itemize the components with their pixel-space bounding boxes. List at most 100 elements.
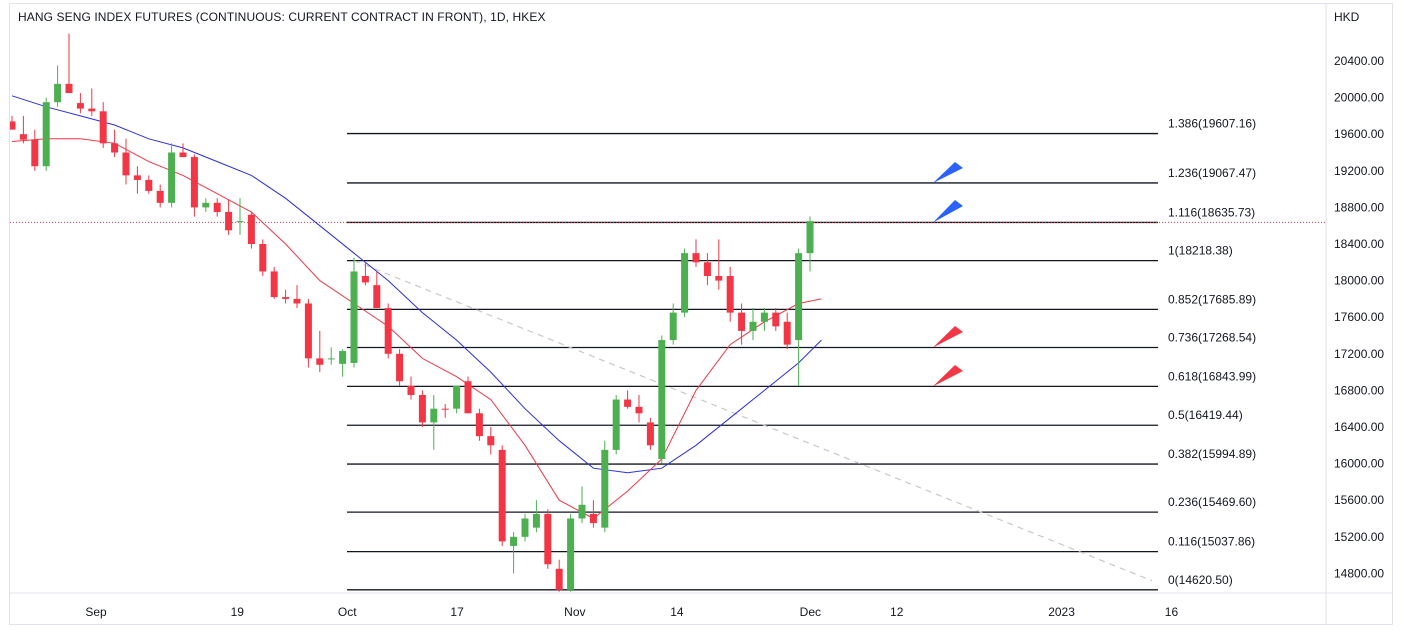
y-tick-label: 16800.00 — [1334, 383, 1384, 397]
candle — [373, 271, 381, 309]
candle — [202, 198, 210, 212]
candle — [783, 312, 791, 350]
candle-body — [156, 190, 164, 203]
candle — [453, 385, 461, 414]
fib-level-label: 1(18218.38) — [1168, 244, 1233, 258]
candle — [384, 303, 392, 359]
trend-line — [353, 260, 1153, 582]
candle — [795, 248, 803, 386]
candle-body — [350, 271, 358, 363]
candle-body — [145, 179, 153, 191]
y-tick-label: 18000.00 — [1334, 274, 1384, 288]
candle-body — [225, 211, 233, 231]
candle-body — [521, 518, 529, 537]
candle — [54, 65, 62, 107]
candle — [635, 394, 643, 423]
candle-body — [88, 108, 96, 112]
x-tick-label: Oct — [338, 605, 357, 619]
price-label-17268[interactable]: 17268.22 — [956, 314, 1016, 330]
fib-level-label: 0.382(15994.89) — [1168, 447, 1256, 461]
candle — [726, 266, 734, 322]
x-tick-label: Nov — [564, 605, 585, 619]
candle-body — [282, 297, 290, 299]
y-tick-label: 20400.00 — [1334, 54, 1384, 68]
candle — [42, 97, 50, 171]
x-tick-label: 14 — [670, 605, 684, 619]
candle — [567, 513, 575, 592]
fib-level-label: 0.236(15469.60) — [1168, 495, 1256, 509]
candle — [464, 376, 472, 414]
candle-body — [726, 276, 734, 313]
candle-body — [510, 536, 518, 546]
candle-body — [453, 385, 461, 409]
candle — [396, 349, 404, 386]
candle — [441, 404, 449, 418]
price-label-pointer — [933, 365, 963, 387]
candle-body — [179, 152, 187, 158]
candle — [156, 184, 164, 208]
candle — [31, 129, 39, 171]
candle — [578, 486, 586, 524]
x-tick-label: 17 — [450, 605, 464, 619]
plot-area — [10, 33, 1326, 592]
candle-body — [669, 312, 677, 341]
candle-body — [795, 253, 803, 341]
fib-level-label: 0.852(17685.89) — [1168, 292, 1256, 306]
x-tick-label: 16 — [1165, 605, 1179, 619]
candle-body — [42, 102, 50, 167]
candle — [612, 394, 620, 455]
candle — [487, 427, 495, 455]
price-label-pointer — [933, 200, 963, 223]
candle-body — [19, 134, 27, 140]
y-tick-label: 16400.00 — [1334, 420, 1384, 434]
chart-frame — [9, 3, 1393, 625]
candle-body — [76, 103, 84, 109]
y-tick-label: 14800.00 — [1334, 566, 1384, 580]
candle-body — [612, 399, 620, 450]
price-label-19067[interactable]: 19067.18 — [956, 150, 1016, 166]
candle — [168, 143, 176, 208]
candle — [122, 138, 130, 185]
x-tick-label: Sep — [85, 605, 107, 619]
candle-body — [532, 513, 540, 528]
candle — [760, 308, 768, 331]
candle-body — [635, 406, 643, 414]
candle — [772, 308, 780, 331]
candle — [76, 93, 84, 114]
candle-body — [487, 436, 495, 446]
candle-body — [293, 298, 301, 304]
price-label-16843[interactable]: 16843.86 — [956, 353, 1016, 369]
candle-body — [213, 202, 221, 212]
candle-body — [681, 253, 689, 313]
price-label-18635[interactable]: 18635.36 — [956, 188, 1016, 204]
candle — [111, 129, 119, 158]
candle — [236, 198, 244, 235]
candle-body — [361, 276, 369, 283]
fib-level-label: 1.386(19607.16) — [1168, 117, 1256, 131]
candle-body — [190, 157, 198, 208]
y-tick-label: 15200.00 — [1334, 530, 1384, 544]
y-tick-label: 18400.00 — [1334, 237, 1384, 251]
candle — [510, 532, 518, 574]
candle — [646, 417, 654, 450]
currency-label: HKD — [1334, 10, 1360, 24]
candle — [327, 347, 335, 365]
price-label-pointer — [933, 162, 963, 183]
candle — [806, 216, 814, 272]
candle — [361, 262, 369, 286]
fib-level-label: 0.5(16419.44) — [1168, 408, 1243, 422]
candle-body — [316, 358, 324, 365]
candle-body — [54, 83, 62, 103]
candle-body — [202, 202, 210, 208]
candle — [304, 298, 312, 368]
y-tick-label: 19600.00 — [1334, 127, 1384, 141]
candle — [692, 239, 700, 267]
candle-body — [578, 504, 586, 519]
candle — [65, 33, 73, 94]
candle-body — [111, 143, 119, 153]
fib-level-label: 0.736(17268.54) — [1168, 331, 1256, 345]
candle — [703, 253, 711, 286]
candle-body — [407, 385, 415, 395]
candle — [133, 166, 141, 194]
